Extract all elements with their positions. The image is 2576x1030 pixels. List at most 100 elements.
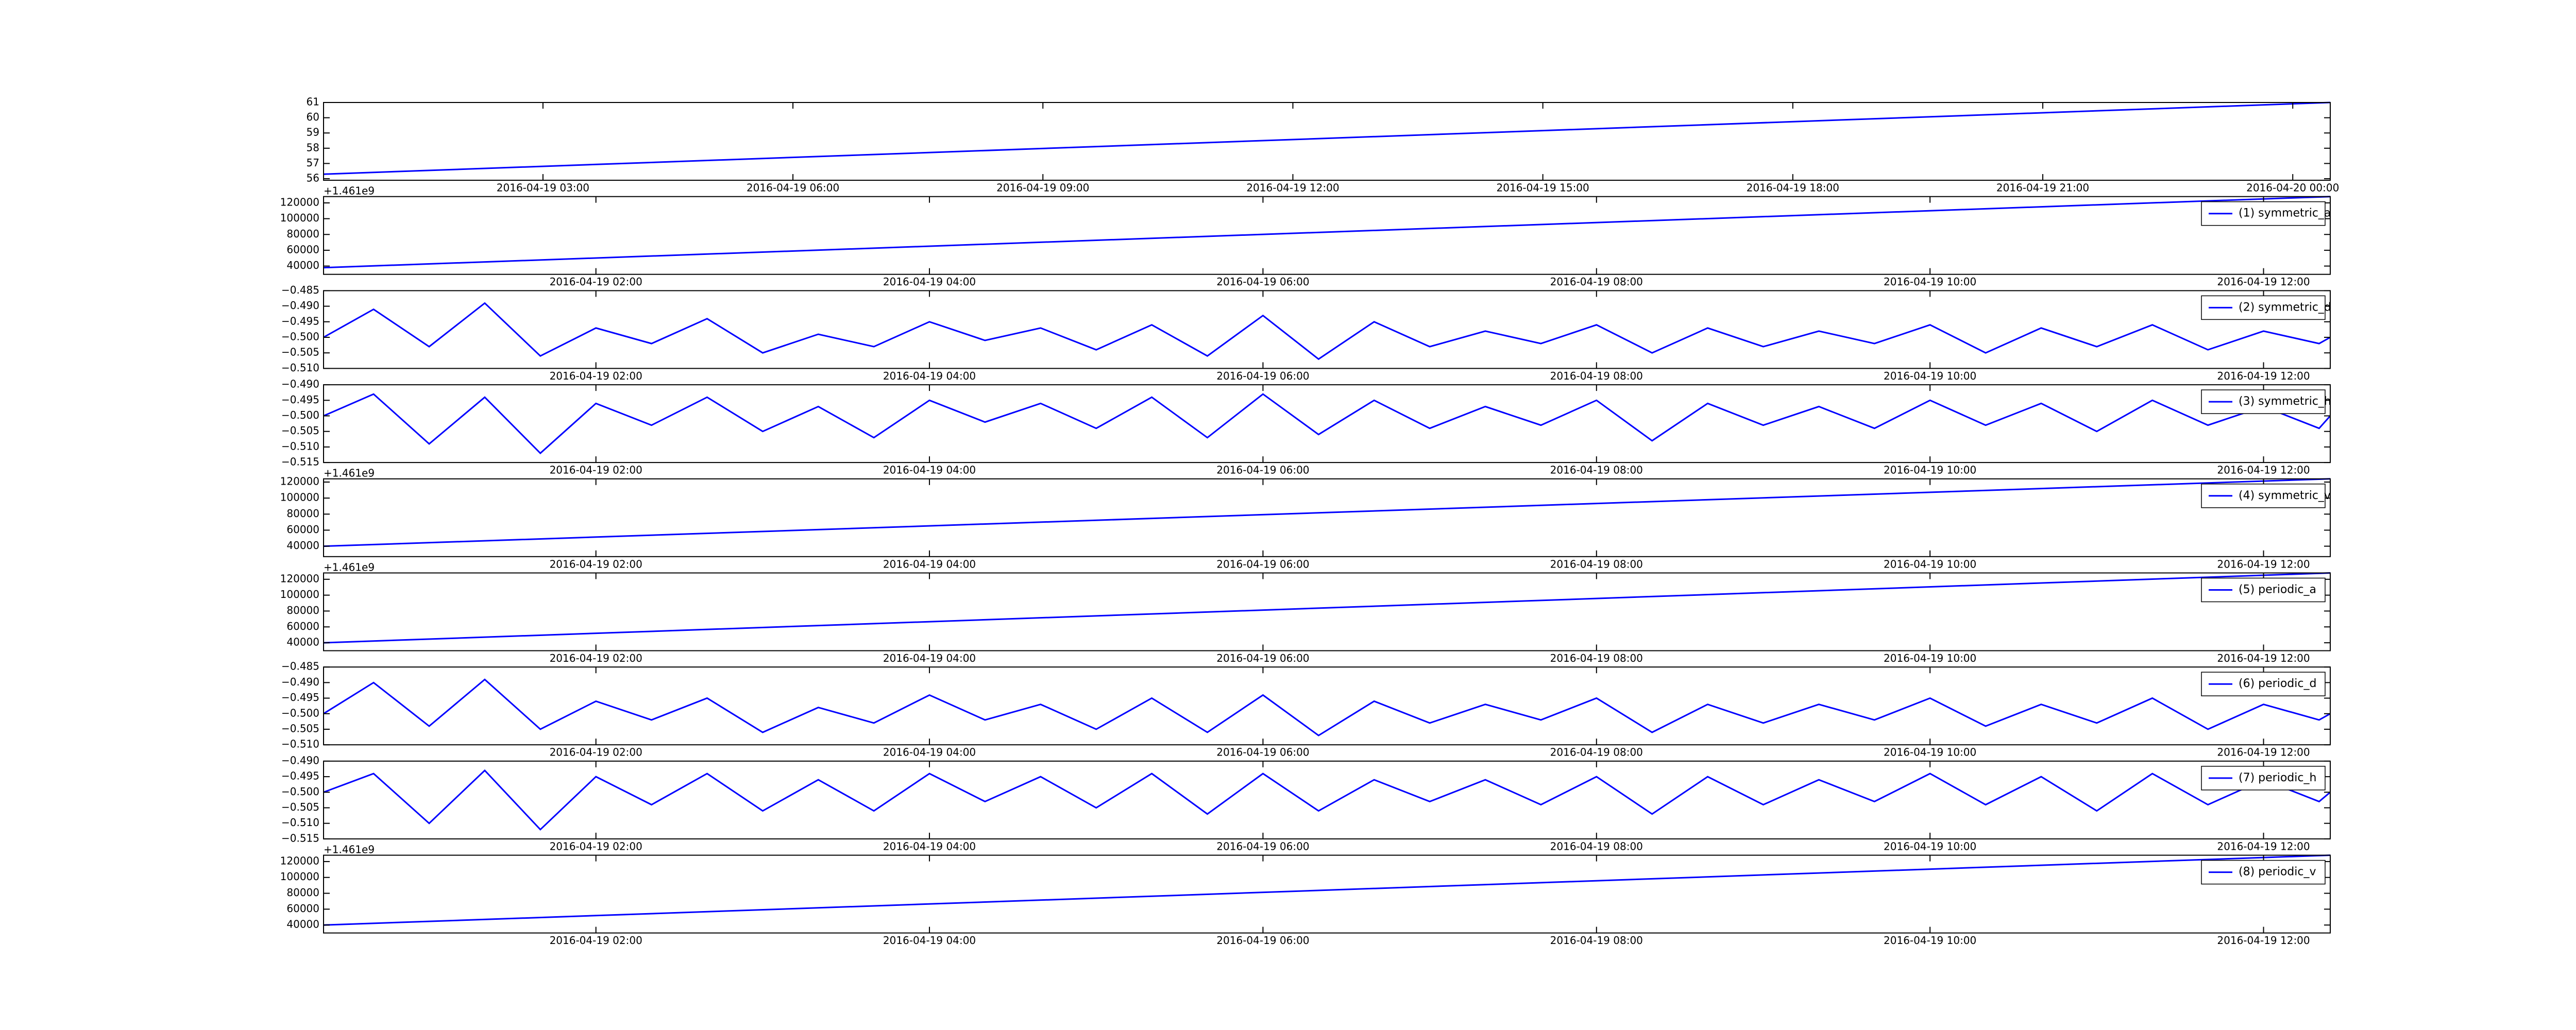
data-line <box>323 769 2331 831</box>
data-line <box>323 196 2331 269</box>
y-tick-label: 120000 <box>280 572 319 585</box>
axes-frame <box>323 290 2331 369</box>
x-tick-label: 2016-04-19 02:00 <box>550 840 642 852</box>
x-tick-label: 2016-04-19 12:00 <box>2217 464 2310 476</box>
x-tick-label: 2016-04-19 08:00 <box>1550 464 1643 476</box>
x-tick-label: 2016-04-19 10:00 <box>1884 746 1976 759</box>
y-tick-label: −0.495 <box>281 315 319 327</box>
y-tick-label: 57 <box>307 157 319 169</box>
x-tick-label: 2016-04-19 09:00 <box>996 182 1089 194</box>
x-tick-label: 2016-04-19 08:00 <box>1550 276 1643 288</box>
y-tick-label: 56 <box>307 172 319 184</box>
y-tick-label: 120000 <box>280 854 319 867</box>
y-tick-label: 61 <box>307 96 319 108</box>
x-tick-label: 2016-04-19 08:00 <box>1550 558 1643 570</box>
axes-frame <box>323 854 2331 934</box>
y-tick-label: 40000 <box>286 539 319 552</box>
x-tick-label: 2016-04-19 02:00 <box>550 558 642 570</box>
data-line <box>323 572 2331 644</box>
x-tick-label: 2016-04-19 04:00 <box>883 558 976 570</box>
x-tick-label: 2016-04-19 04:00 <box>883 276 976 288</box>
x-tick-label: 2016-04-19 03:00 <box>497 182 589 194</box>
plot-area <box>324 478 2330 557</box>
y-tick-label: −0.490 <box>281 676 319 688</box>
plot-area <box>324 573 2330 651</box>
x-tick-label: 2016-04-19 10:00 <box>1884 558 1976 570</box>
offset-text: +1.461e9 <box>324 467 375 479</box>
x-tick-label: 2016-04-19 10:00 <box>1884 934 1976 947</box>
x-tick-label: 2016-04-19 08:00 <box>1550 652 1643 664</box>
x-tick-label: 2016-04-19 08:00 <box>1550 370 1643 382</box>
offset-text: +1.461e9 <box>324 843 375 855</box>
x-tick-label: 2016-04-19 10:00 <box>1884 652 1976 664</box>
y-tick-label: 58 <box>307 141 319 153</box>
legend-label: (6) periodic_d <box>2239 677 2316 690</box>
y-tick-label: −0.500 <box>281 331 319 343</box>
x-tick-label: 2016-04-19 06:00 <box>1216 464 1309 476</box>
plot-area <box>324 290 2330 369</box>
data-line <box>323 393 2331 455</box>
y-tick-label: 40000 <box>286 259 319 271</box>
x-tick-label: 2016-04-19 10:00 <box>1884 276 1976 288</box>
x-tick-label: 2016-04-19 06:00 <box>1216 652 1309 664</box>
y-tick-label: 80000 <box>286 886 319 899</box>
data-line <box>323 678 2331 736</box>
x-tick-label: 2016-04-19 12:00 <box>2217 840 2310 852</box>
legend-label: (4) symmetric_v <box>2239 489 2331 502</box>
y-tick-label: −0.500 <box>281 785 319 798</box>
x-tick-label: 2016-04-19 12:00 <box>2217 276 2310 288</box>
x-tick-label: 2016-04-19 12:00 <box>2217 370 2310 382</box>
legend-label: (1) symmetric_a <box>2239 207 2331 220</box>
x-tick-label: 2016-04-19 08:00 <box>1550 934 1643 947</box>
legend-label: (5) periodic_a <box>2239 583 2316 596</box>
legend-label: (7) periodic_h <box>2239 771 2316 784</box>
plot-area <box>324 667 2330 745</box>
axes-frame <box>323 478 2331 557</box>
y-tick-label: −0.490 <box>281 378 319 390</box>
y-tick-label: 40000 <box>286 918 319 931</box>
x-tick-label: 2016-04-19 15:00 <box>1497 182 1589 194</box>
x-tick-label: 2016-04-19 02:00 <box>550 934 642 947</box>
x-tick-label: 2016-04-19 02:00 <box>550 464 642 476</box>
y-tick-label: −0.515 <box>281 832 319 844</box>
legend-label: (3) symmetric_h <box>2239 395 2331 408</box>
data-line <box>323 302 2331 360</box>
y-tick-label: 80000 <box>286 604 319 616</box>
offset-text: +1.461e9 <box>324 185 375 197</box>
offset-text: +1.461e9 <box>324 561 375 573</box>
x-tick-label: 2016-04-19 02:00 <box>550 652 642 664</box>
x-tick-label: 2016-04-19 06:00 <box>1216 370 1309 382</box>
y-tick-label: −0.485 <box>281 660 319 673</box>
x-tick-label: 2016-04-19 12:00 <box>2217 746 2310 759</box>
x-tick-label: 2016-04-19 08:00 <box>1550 840 1643 852</box>
x-tick-label: 2016-04-19 06:00 <box>1216 746 1309 759</box>
x-tick-label: 2016-04-19 02:00 <box>550 370 642 382</box>
y-tick-label: 59 <box>307 126 319 139</box>
y-tick-label: −0.505 <box>281 346 319 358</box>
y-tick-label: 60 <box>307 111 319 123</box>
y-tick-label: 120000 <box>280 196 319 208</box>
y-tick-label: −0.495 <box>281 691 319 703</box>
x-tick-label: 2016-04-19 12:00 <box>2217 558 2310 570</box>
axes-frame <box>323 666 2331 746</box>
y-tick-label: 60000 <box>286 243 319 255</box>
y-tick-label: −0.495 <box>281 770 319 782</box>
x-tick-label: 2016-04-19 04:00 <box>883 652 976 664</box>
y-tick-label: 80000 <box>286 228 319 240</box>
x-tick-label: 2016-04-19 02:00 <box>550 276 642 288</box>
x-tick-label: 2016-04-19 21:00 <box>1996 182 2089 194</box>
y-tick-label: 100000 <box>280 212 319 224</box>
plot-area <box>324 102 2330 180</box>
y-tick-label: 120000 <box>280 475 319 488</box>
y-tick-label: 80000 <box>286 507 319 520</box>
x-tick-label: 2016-04-19 06:00 <box>1216 558 1309 570</box>
x-tick-label: 2016-04-19 04:00 <box>883 840 976 852</box>
x-tick-label: 2016-04-20 00:00 <box>2246 182 2339 194</box>
y-tick-label: 60000 <box>286 902 319 915</box>
y-tick-label: −0.500 <box>281 409 319 421</box>
axes-frame <box>323 760 2331 839</box>
y-tick-label: 40000 <box>286 636 319 648</box>
plot-area <box>324 385 2330 463</box>
x-tick-label: 2016-04-19 12:00 <box>1246 182 1339 194</box>
x-tick-label: 2016-04-19 06:00 <box>1216 276 1309 288</box>
